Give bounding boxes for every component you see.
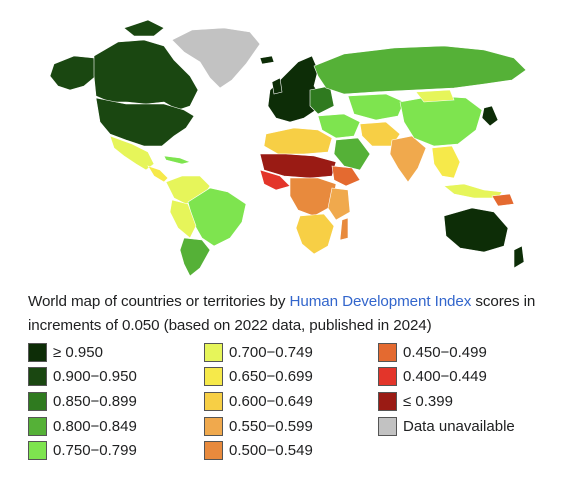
legend-label: ≤ 0.399: [403, 392, 453, 410]
legend-label: 0.750−0.799: [53, 442, 137, 460]
region-usa: [95, 97, 195, 147]
hdi-link[interactable]: Human Development Index: [289, 293, 472, 310]
legend-item: 0.750−0.799: [28, 438, 137, 463]
legend-column-3: 0.450−0.499 0.400−0.449 ≤ 0.399 Data una…: [378, 340, 515, 438]
legend-label: 0.800−0.849: [53, 417, 137, 435]
legend-label: 0.850−0.899: [53, 392, 137, 410]
region-north-africa: [263, 127, 333, 155]
legend-swatch: [378, 391, 397, 411]
map-caption: World map of countries or territories by…: [28, 290, 543, 338]
region-southern-africa: [295, 213, 335, 255]
legend-swatch: [378, 367, 397, 387]
legend-swatch: [204, 391, 223, 411]
region-papua: [491, 193, 515, 207]
legend-label: 0.500−0.549: [229, 442, 313, 460]
legend-swatch: [378, 416, 397, 436]
legend-label: 0.400−0.449: [403, 368, 487, 386]
legend-swatch: [28, 367, 47, 387]
caption-suffix: scores in increments of 0.050 (based on …: [28, 293, 536, 334]
region-iceland: [259, 55, 275, 65]
legend-swatch: [28, 416, 47, 436]
region-arabia: [333, 137, 371, 171]
legend-item: 0.400−0.449: [378, 365, 515, 390]
region-central-america: [147, 165, 169, 183]
region-horn-africa: [331, 165, 361, 187]
legend-item: Data unavailable: [378, 414, 515, 439]
region-west-africa: [259, 169, 291, 191]
legend-item: 0.800−0.849: [28, 414, 137, 439]
region-mongolia: [415, 89, 455, 103]
region-southern-cone: [179, 237, 211, 277]
region-andes: [169, 199, 197, 239]
legend-item: 0.700−0.749: [204, 340, 313, 365]
legend-label: ≥ 0.950: [53, 343, 103, 361]
region-arctic-islands: [123, 19, 165, 37]
legend-swatch: [204, 367, 223, 387]
legend-swatch: [28, 441, 47, 461]
region-sahel: [259, 153, 337, 179]
legend-swatch: [204, 416, 223, 436]
region-central-africa: [289, 177, 337, 217]
region-alaska: [49, 55, 97, 91]
legend-swatch: [28, 342, 47, 362]
legend-column-2: 0.700−0.749 0.650−0.699 0.600−0.649 0.55…: [204, 340, 313, 463]
region-new-zealand: [513, 245, 525, 269]
legend-label: 0.650−0.699: [229, 368, 313, 386]
region-australia: [443, 207, 509, 253]
legend-item: 0.900−0.950: [28, 365, 137, 390]
legend-swatch: [204, 441, 223, 461]
region-russia: [313, 45, 527, 95]
region-uk: [271, 77, 283, 95]
world-hdi-map: [14, 6, 548, 280]
legend-swatch: [378, 342, 397, 362]
map-legend: ≥ 0.950 0.900−0.950 0.850−0.899 0.800−0.…: [28, 340, 558, 464]
region-greenland: [171, 27, 261, 89]
region-madagascar: [339, 217, 349, 241]
legend-label: 0.900−0.950: [53, 368, 137, 386]
legend-swatch: [28, 391, 47, 411]
legend-item: 0.650−0.699: [204, 365, 313, 390]
legend-column-1: ≥ 0.950 0.900−0.950 0.850−0.899 0.800−0.…: [28, 340, 137, 463]
legend-item: ≤ 0.399: [378, 389, 515, 414]
region-mexico: [109, 135, 155, 171]
legend-item: 0.600−0.649: [204, 389, 313, 414]
legend-label: 0.700−0.749: [229, 343, 313, 361]
legend-item: ≥ 0.950: [28, 340, 137, 365]
legend-item: 0.850−0.899: [28, 389, 137, 414]
legend-swatch: [204, 342, 223, 362]
region-eastern-europe: [309, 85, 335, 115]
caption-prefix: World map of countries or territories by: [28, 293, 290, 310]
legend-item: 0.450−0.499: [378, 340, 515, 365]
legend-label: 0.600−0.649: [229, 392, 313, 410]
region-brazil: [187, 187, 247, 247]
region-japan-korea: [481, 105, 499, 127]
legend-label: Data unavailable: [403, 417, 515, 435]
legend-item: 0.500−0.549: [204, 438, 313, 463]
region-middle-east: [317, 113, 361, 139]
region-canada: [93, 39, 199, 111]
legend-label: 0.550−0.599: [229, 417, 313, 435]
region-india: [389, 135, 427, 183]
legend-item: 0.550−0.599: [204, 414, 313, 439]
region-caribbean: [163, 155, 191, 165]
region-southeast-asia: [431, 145, 461, 179]
region-east-africa: [327, 187, 351, 221]
legend-label: 0.450−0.499: [403, 343, 487, 361]
region-central-asia: [347, 93, 405, 121]
